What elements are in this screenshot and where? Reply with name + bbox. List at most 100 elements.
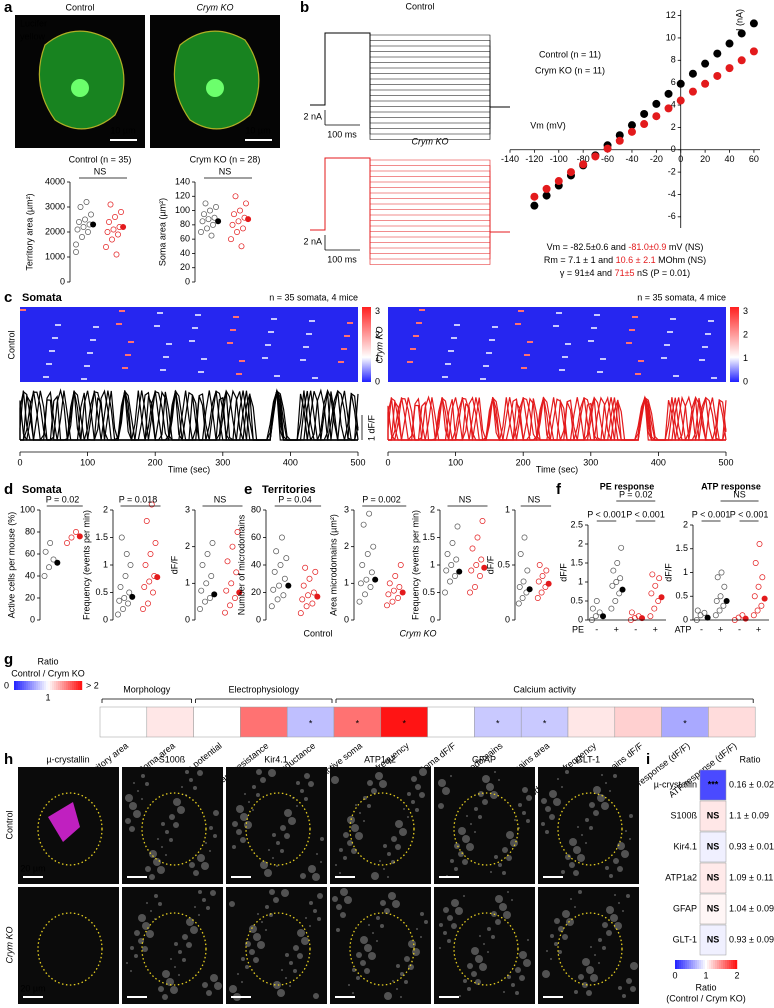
y-tick-label: 0.5	[422, 587, 435, 597]
scale-cell	[713, 960, 716, 969]
scale-cell	[40, 681, 43, 690]
texture	[125, 818, 131, 824]
y-tick-label: 6	[671, 77, 676, 87]
y-tick-label: 1.5	[675, 543, 688, 553]
ratio-cell	[333, 706, 382, 738]
texture	[447, 939, 451, 943]
texture	[622, 910, 624, 912]
texture	[351, 824, 359, 832]
data-dot	[300, 582, 307, 589]
heatmap-spot	[629, 329, 635, 331]
data-dot	[362, 591, 368, 598]
x-tick-label: 200	[148, 457, 163, 467]
data-dot	[120, 606, 126, 612]
heatmap-spot	[227, 342, 233, 344]
data-dot	[751, 593, 758, 600]
texture	[495, 919, 501, 925]
y-tick-label: 2	[671, 122, 676, 132]
sig-label: NS	[214, 494, 227, 504]
data-dot	[516, 584, 523, 590]
scale-cell	[735, 960, 738, 969]
heatmap-spot	[43, 376, 49, 378]
texture	[474, 831, 476, 833]
texture	[141, 798, 143, 800]
texture	[458, 827, 466, 835]
texture	[268, 849, 270, 851]
texture	[289, 961, 293, 965]
texture	[478, 791, 484, 797]
texture	[229, 901, 235, 907]
data-dot	[656, 575, 663, 582]
dff-trace	[19, 390, 359, 441]
texture	[273, 981, 281, 989]
texture	[340, 912, 346, 918]
y-label: dF/F	[663, 563, 673, 582]
texture	[214, 982, 222, 990]
texture	[364, 968, 370, 974]
scale-cell	[26, 681, 29, 690]
texture	[541, 822, 545, 826]
iv-point	[615, 136, 624, 145]
x-tick-label: 300	[583, 457, 598, 467]
data-dot	[752, 560, 759, 566]
texture	[383, 844, 387, 848]
data-dot	[478, 556, 485, 563]
data-dot	[229, 221, 236, 228]
heatmap-spot	[198, 371, 204, 373]
y-tick-label: -4	[668, 189, 676, 199]
data-dot	[303, 603, 310, 610]
ratio-cell	[99, 706, 148, 738]
texture	[237, 973, 239, 975]
data-dot	[237, 207, 243, 214]
texture	[335, 864, 337, 866]
scale-cell	[699, 960, 702, 969]
texture	[161, 846, 163, 848]
scale-cell	[70, 681, 73, 690]
data-dot	[228, 236, 234, 243]
texture	[558, 926, 564, 932]
sig-label: P < 0.001	[730, 509, 769, 519]
texture	[359, 812, 361, 814]
texture	[145, 866, 151, 872]
scale-cell	[677, 960, 680, 969]
texture	[249, 949, 255, 955]
data-dot	[121, 595, 128, 601]
texture	[253, 933, 261, 941]
texture	[332, 896, 338, 902]
scale-label: 10 µm	[245, 125, 270, 135]
stats-part: 10.6 ± 2.1	[616, 255, 656, 265]
y-tick-label: -2	[668, 166, 676, 176]
texture	[522, 787, 528, 793]
texture	[296, 805, 298, 807]
sig-label: P = 0.018	[119, 494, 158, 504]
texture	[439, 947, 441, 949]
texture	[392, 980, 394, 982]
scale-cell	[24, 681, 27, 690]
ratio-cell	[567, 706, 616, 738]
data-dot	[618, 544, 625, 551]
texture	[594, 954, 596, 956]
texture	[526, 795, 532, 801]
data-dot	[115, 231, 121, 238]
texture	[158, 902, 162, 906]
group-label: Morphology	[123, 684, 171, 694]
stain-label: S100ß	[159, 754, 186, 764]
panel-label: h	[4, 751, 13, 768]
sig-label: NS	[94, 166, 107, 176]
data-dot	[608, 605, 615, 612]
data-dot	[543, 567, 550, 574]
texture	[479, 935, 481, 937]
texture	[304, 773, 310, 779]
texture	[206, 990, 212, 996]
iv-point	[664, 89, 673, 98]
iv-point	[713, 71, 722, 80]
data-dot	[277, 562, 284, 568]
x-tick-label: -100	[550, 154, 568, 164]
texture	[625, 830, 627, 832]
texture	[550, 934, 554, 938]
texture	[630, 962, 638, 970]
texture	[561, 870, 565, 874]
data-dot	[198, 587, 205, 594]
iv-point	[603, 144, 612, 153]
